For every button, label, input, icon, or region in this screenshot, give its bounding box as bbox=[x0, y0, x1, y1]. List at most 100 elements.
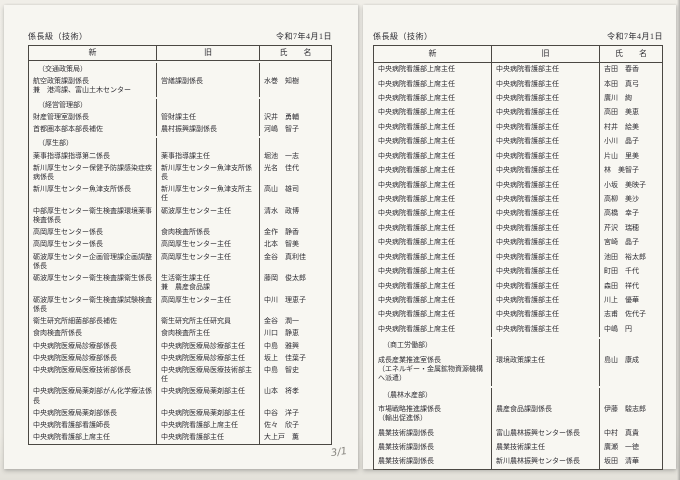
person-name-cell: 池田 裕太郎 bbox=[604, 252, 646, 261]
name-cell bbox=[600, 388, 662, 402]
new-position-cell: 中央病院看護部上席主任 bbox=[374, 250, 492, 265]
person-name-cell: 金作 静香 bbox=[264, 228, 299, 237]
new-position-cell: 中央病院看護部上席主任 bbox=[29, 431, 157, 445]
person-name-cell: 志甫 佐代子 bbox=[604, 310, 646, 319]
old-position-cell: 薬事指導課主任 bbox=[157, 150, 260, 163]
old-position-cell: 中央病院看護部主任 bbox=[492, 221, 600, 236]
old-position-cell: 高岡厚生センター主任 bbox=[157, 251, 260, 273]
old-cell bbox=[492, 338, 600, 354]
person-name-cell: 清水 政博 bbox=[264, 206, 299, 215]
new-position-cell: 砺波厚生センター衛生検査課衛生係長 bbox=[29, 272, 157, 295]
new-position-cell: 高岡厚生センター係長 bbox=[29, 238, 157, 252]
column-header-name: 氏 名 bbox=[615, 48, 647, 58]
person-name-cell: 中嶋 円 bbox=[604, 324, 632, 333]
person-name-cell: 光名 佳代 bbox=[264, 163, 299, 172]
new-position-cell: 中央病院医療局薬剤部がん化学療法係長 bbox=[29, 385, 157, 408]
new-position-cell: 新川厚生センター魚津支所係長 bbox=[29, 183, 157, 206]
old-cell bbox=[157, 63, 260, 76]
table-row: 中央病院看護部上席主任 中央病院看護部主任 高田 美恵 bbox=[374, 105, 662, 121]
name-cell bbox=[260, 99, 331, 111]
table-row: 砺波厚生センター企画管理課企画調整係長 高岡厚生センター主任 金谷 真利佳 bbox=[29, 251, 331, 273]
table-row: 中央病院看護部上席主任 中央病院看護部主任 廣川 絢 bbox=[374, 91, 662, 106]
old-position-cell: 食肉検査所主任 bbox=[157, 327, 260, 341]
old-position-cell: 高岡厚生センター主任 bbox=[157, 294, 260, 316]
old-position-cell: 中央病院看護部主任 bbox=[157, 431, 260, 445]
old-position-cell: 中央病院医療局薬剤部主任 bbox=[157, 407, 260, 420]
new-position-cell: 中央病院看護部上席主任 bbox=[374, 177, 492, 193]
new-position-cell: 砺波厚生センター企画管理課企画調整係長 bbox=[29, 251, 157, 273]
column-header-new: 新 bbox=[374, 46, 492, 62]
new-position-cell: 中央病院看護部上席主任 bbox=[374, 149, 492, 164]
person-name-cell: 中島 雅興 bbox=[264, 341, 299, 350]
old-position-cell: 農産食品課副係長 bbox=[492, 402, 600, 426]
person-name-cell: 中川 理恵子 bbox=[264, 295, 306, 304]
table-row: 中央病院医療局医療技術部係長 中央病院医療局医療技術部主任 中島 智史 bbox=[29, 364, 331, 386]
table-row: 中央病院医療局診療部係長 中央病院医療局診療部主任 坂上 佳葉子 bbox=[29, 352, 331, 365]
person-name-cell: 大上戸 薫 bbox=[264, 433, 299, 442]
new-position-cell: 農業技術課副係長 bbox=[374, 425, 492, 441]
section-row: （商工労働部） bbox=[374, 338, 662, 354]
person-name-cell: 藤岡 俊太郎 bbox=[264, 274, 306, 283]
new-position-cell: 中央病院看護部上席主任 bbox=[374, 134, 492, 150]
table-row: 航空政策課副係長 兼 港湾課、富山土木センター 営繕課副係長 水巻 知樹 bbox=[29, 75, 331, 98]
table-row: 砺波厚生センター衛生検査課試験検査係長 高岡厚生センター主任 中川 理恵子 bbox=[29, 294, 331, 316]
table-row: 中央病院看護部上席主任 中央病院看護部主任 町田 千代 bbox=[374, 264, 662, 279]
section-label-cell: （農林水産部） bbox=[374, 387, 492, 403]
person-name-cell: 島山 康成 bbox=[604, 355, 639, 364]
old-position-cell: 富山農林振興センター係長 bbox=[492, 425, 600, 441]
new-position-cell: 中央病院看護部上席主任 bbox=[374, 264, 492, 279]
old-position-cell: 営繕課副係長 bbox=[157, 75, 260, 98]
new-position-cell: 中央病院看護部上席主任 bbox=[374, 120, 492, 135]
person-name-cell: 金谷 潤一 bbox=[264, 317, 299, 326]
old-position-cell: 衛生研究所主任研究員 bbox=[157, 315, 260, 328]
old-position-cell: 中央病院看護部上席主任 bbox=[157, 419, 260, 432]
old-position-cell: 中央病院看護部主任 bbox=[492, 293, 600, 308]
person-name-cell: 川上 優華 bbox=[604, 295, 639, 304]
person-name-cell: 高田 美恵 bbox=[604, 108, 639, 117]
new-position-cell: 航空政策課副係長 兼 港湾課、富山土木センター bbox=[29, 75, 157, 98]
personnel-table-right: 新 旧 氏 名 中央病院看護部上席主任 中央病院看護部主任 吉田 春香 中央病院看護部… bbox=[373, 45, 663, 471]
table-header-row: 新 旧 氏 名 bbox=[29, 46, 331, 62]
table-row: 中央病院看護部上席主任 中央病院看護部主任 宮崎 晶子 bbox=[374, 235, 662, 251]
new-position-cell: 中央病院医療局薬剤部係長 bbox=[29, 407, 157, 420]
old-position-cell: 中央病院看護部主任 bbox=[492, 120, 600, 135]
person-name-cell: 中島 智史 bbox=[264, 365, 299, 374]
old-position-cell: 中央病院看護部主任 bbox=[492, 250, 600, 265]
new-position-cell: 中央病院看護部看護師長 bbox=[29, 419, 157, 432]
old-cell bbox=[157, 99, 260, 112]
new-position-cell: 中央病院看護部上席主任 bbox=[374, 105, 492, 121]
person-name-cell: 坂上 佳葉子 bbox=[264, 353, 306, 362]
table-row: 農業技術課副係長 富山農林振興センター係長 中村 真貴 bbox=[374, 425, 662, 441]
section-row: （経営管理部） bbox=[29, 99, 331, 112]
table-header-row: 新 旧 氏 名 bbox=[374, 46, 662, 63]
person-name-cell: 小川 晶子 bbox=[604, 137, 639, 146]
table-row: 中央病院看護部看護師長 中央病院看護部上席主任 佐々 欣子 bbox=[29, 419, 331, 432]
person-name-cell: 本田 真弓 bbox=[604, 79, 639, 88]
person-name-cell: 伊藤 駿志郎 bbox=[604, 404, 646, 413]
new-position-cell: 中央病院看護部上席主任 bbox=[374, 221, 492, 236]
column-header-old: 旧 bbox=[157, 46, 260, 61]
person-name-cell: 町田 千代 bbox=[604, 267, 639, 276]
new-position-cell: 中央病院看護部上席主任 bbox=[374, 91, 492, 106]
old-position-cell: 中央病院看護部主任 bbox=[492, 149, 600, 164]
old-position-cell: 中央病院看護部主任 bbox=[492, 307, 600, 323]
section-label-cell: （商工労働部） bbox=[374, 338, 492, 354]
old-position-cell: 中央病院看護部主任 bbox=[492, 177, 600, 193]
table-row: 新川厚生センター魚津支所係長 新川厚生センター魚津支所主任 高山 雄司 bbox=[29, 183, 331, 206]
page-title: 係長級（技術） bbox=[28, 32, 88, 41]
table-body: （交通政策局） 航空政策課副係長 兼 港湾課、富山土木センター 営繕課副係長 水巻 知… bbox=[29, 63, 331, 445]
new-position-cell: 中央病院医療局医療技術部係長 bbox=[29, 364, 157, 386]
old-position-cell: 中央病院医療局医療技術部主任 bbox=[157, 364, 260, 386]
name-cell bbox=[260, 138, 331, 150]
person-name-cell: 宮崎 晶子 bbox=[604, 238, 639, 247]
new-position-cell: 財産管理室副係長 bbox=[29, 111, 157, 124]
person-name-cell: 森田 祥代 bbox=[604, 281, 639, 290]
table-row: 中部厚生センター衛生検査課環境薬事検査係長 砺波厚生センター主任 清水 政博 bbox=[29, 205, 331, 227]
table-row: 中央病院看護部上席主任 中央病院看護部主任 森田 祥代 bbox=[374, 278, 662, 294]
section-label-cell: （経営管理部） bbox=[29, 99, 157, 112]
old-position-cell: 中央病院医療局診療部主任 bbox=[157, 352, 260, 365]
old-position-cell: 農業技術課主任 bbox=[492, 440, 600, 455]
new-position-cell: 中央病院看護部上席主任 bbox=[374, 235, 492, 251]
table-row: 首都圏本部本部長補佐 農村振興課副係長 河嶋 智子 bbox=[29, 123, 331, 136]
